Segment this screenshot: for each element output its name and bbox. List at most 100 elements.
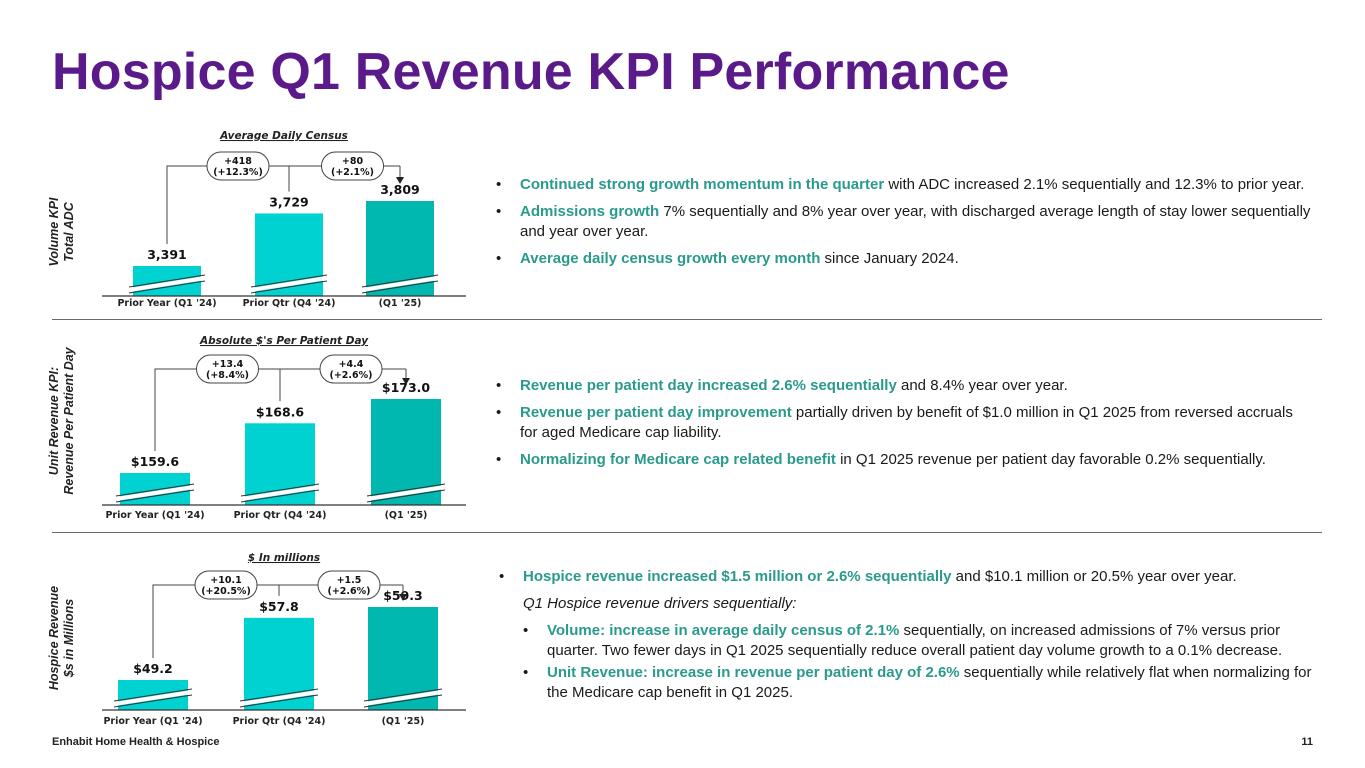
axis-break-gap [113,690,193,706]
connector-line [152,584,195,658]
hospice-revenue-chart: $ In millions $49.2 Prior Year (Q1 '24) $57… [102,552,466,727]
axis-break-line [128,280,206,294]
axis-break-line [239,688,319,702]
driver-item: Volume: increase in average daily census… [523,621,1317,661]
axis-break-line [240,489,320,503]
bullet-highlight: Hospice revenue increased $1.5 million o… [523,568,952,585]
change-amount: +1.5 [337,575,362,586]
axis-break-line [128,274,206,288]
axis-break-line [366,489,446,503]
bullet-highlight: Revenue per patient day improvement [520,404,792,421]
section-divider-1 [52,319,1322,320]
axis-break-gap [239,690,319,706]
drivers-intro: Q1 Hospice revenue drivers sequentially: [523,595,797,612]
unit-revenue-kpi-label-line2: Revenue Per Patient Day [62,347,76,495]
unit-revenue-bullet: Normalizing for Medicare cap related ben… [494,450,1314,470]
bullet-highlight: Average daily census growth every month [520,250,821,267]
bullet-text: 7% sequentially and 8% year over year, w… [520,203,1311,240]
change-amount: +13.4 [212,359,244,370]
bar-value-label: 3,729 [269,194,309,209]
category-label: (Q1 '25) [385,510,428,521]
driver-item: Unit Revenue: increase in revenue per pa… [523,663,1317,703]
category-label: Prior Year (Q1 '24) [105,510,204,521]
category-label: Prior Qtr (Q4 '24) [234,510,327,521]
bar-value-label: $49.2 [133,661,173,676]
category-label: Prior Qtr (Q4 '24) [233,716,326,727]
volume-bullet: Average daily census growth every month … [494,249,1314,269]
hospice-revenue-bullet: Hospice revenue increased $1.5 million o… [497,567,1317,587]
volume-bullet: Admissions growth 7% sequentially and 8%… [494,202,1314,242]
axis-break-line [250,274,328,288]
axis-break-line [115,483,195,497]
change-percent: (+20.5%) [201,586,251,597]
change-pill [317,570,381,600]
bar [371,399,441,505]
axis-break-line [113,694,193,708]
chart-title: $ In millions [248,552,320,564]
bar-value-label: $168.6 [256,404,305,419]
chart-title: Average Daily Census [219,130,348,142]
unit-revenue-kpi-label-line1: Unit Revenue KPI: [47,366,61,476]
change-percent: (+2.6%) [328,586,371,597]
axis-break-line [363,688,443,702]
bullet-text: since January 2024. [820,250,959,267]
change-amount: +418 [224,156,252,167]
axis-break-gap [366,485,446,501]
bar-value-label: 3,809 [380,182,420,197]
bullet-text: and 8.4% year over year. [896,377,1068,394]
change-percent: (+2.1%) [331,167,374,178]
bullet-text: sequentially while relatively flat when … [547,664,1312,701]
axis-break-line [115,489,195,503]
bar-value-label: $173.0 [382,380,431,395]
axis-break-gap [115,485,195,501]
category-label: Prior Year (Q1 '24) [117,298,216,309]
unit-revenue-bullet: Revenue per patient day improvement part… [494,403,1314,443]
axis-break-line [361,274,439,288]
unit-revenue-bullets: Revenue per patient day increased 2.6% s… [494,376,1314,477]
bullet-text: sequentially, on increased admissions of… [547,622,1283,659]
revenue-per-patient-day-chart: Absolute $'s Per Patient Day $159.6 Prior … [102,335,466,521]
axis-break-line [361,280,439,294]
volume-kpi-label-line2: Total ADC [62,202,76,262]
unit-revenue-bullet: Revenue per patient day increased 2.6% s… [494,376,1314,396]
axis-break-line [113,688,193,702]
bullet-text: with ADC increased 2.1% sequentially and… [884,176,1305,193]
axis-break-line [363,694,443,708]
connector-line [154,368,197,451]
bullet-text: and $10.1 million or 20.5% year over yea… [951,568,1237,585]
volume-kpi-label: Volume KPI Total ADC [47,132,87,332]
hospice-revenue-bullets: Hospice revenue increased $1.5 million o… [497,567,1317,705]
unit-revenue-kpi-label: Unit Revenue KPI: Revenue Per Patient Da… [47,321,87,521]
adc-chart: Average Daily Census 3,391 Prior Year (Q1 … [102,130,466,309]
hospice-revenue-label: Hospice Revenue $s in Millions [47,538,87,738]
axis-break-gap [240,485,320,501]
change-amount: +10.1 [210,575,241,586]
category-label: Prior Qtr (Q4 '24) [243,298,336,309]
bullet-highlight: Admissions growth [520,203,660,220]
axis-break-line [250,280,328,294]
chart-title: Absolute $'s Per Patient Day [199,335,369,347]
arrow-head [399,594,407,601]
category-label: Prior Year (Q1 '24) [103,716,202,727]
change-percent: (+12.3%) [213,167,263,178]
bullet-highlight: Continued strong growth momentum in the … [520,176,885,193]
bullet-highlight: Unit Revenue: increase in revenue per pa… [547,664,960,681]
bullet-highlight: Volume: increase in average daily census… [547,622,900,639]
arrow-head [402,378,410,385]
arrow-head [396,177,404,184]
axis-break-line [366,483,446,497]
volume-bullets: Continued strong growth momentum in the … [494,175,1314,276]
page-title: Hospice Q1 Revenue KPI Performance [52,43,1010,101]
change-percent: (+8.4%) [206,370,249,381]
change-percent: (+2.6%) [330,370,373,381]
change-pill [319,354,383,384]
footer-company: Enhabit Home Health & Hospice [52,736,220,748]
hospice-revenue-label-line1: Hospice Revenue [47,585,61,691]
axis-break-line [239,694,319,708]
change-pill [194,570,258,600]
volume-bullet: Continued strong growth momentum in the … [494,175,1314,195]
bullet-highlight: Revenue per patient day increased 2.6% s… [520,377,897,394]
category-label: (Q1 '25) [382,716,425,727]
bullet-highlight: Normalizing for Medicare cap related ben… [520,451,836,468]
change-pill [206,151,270,181]
